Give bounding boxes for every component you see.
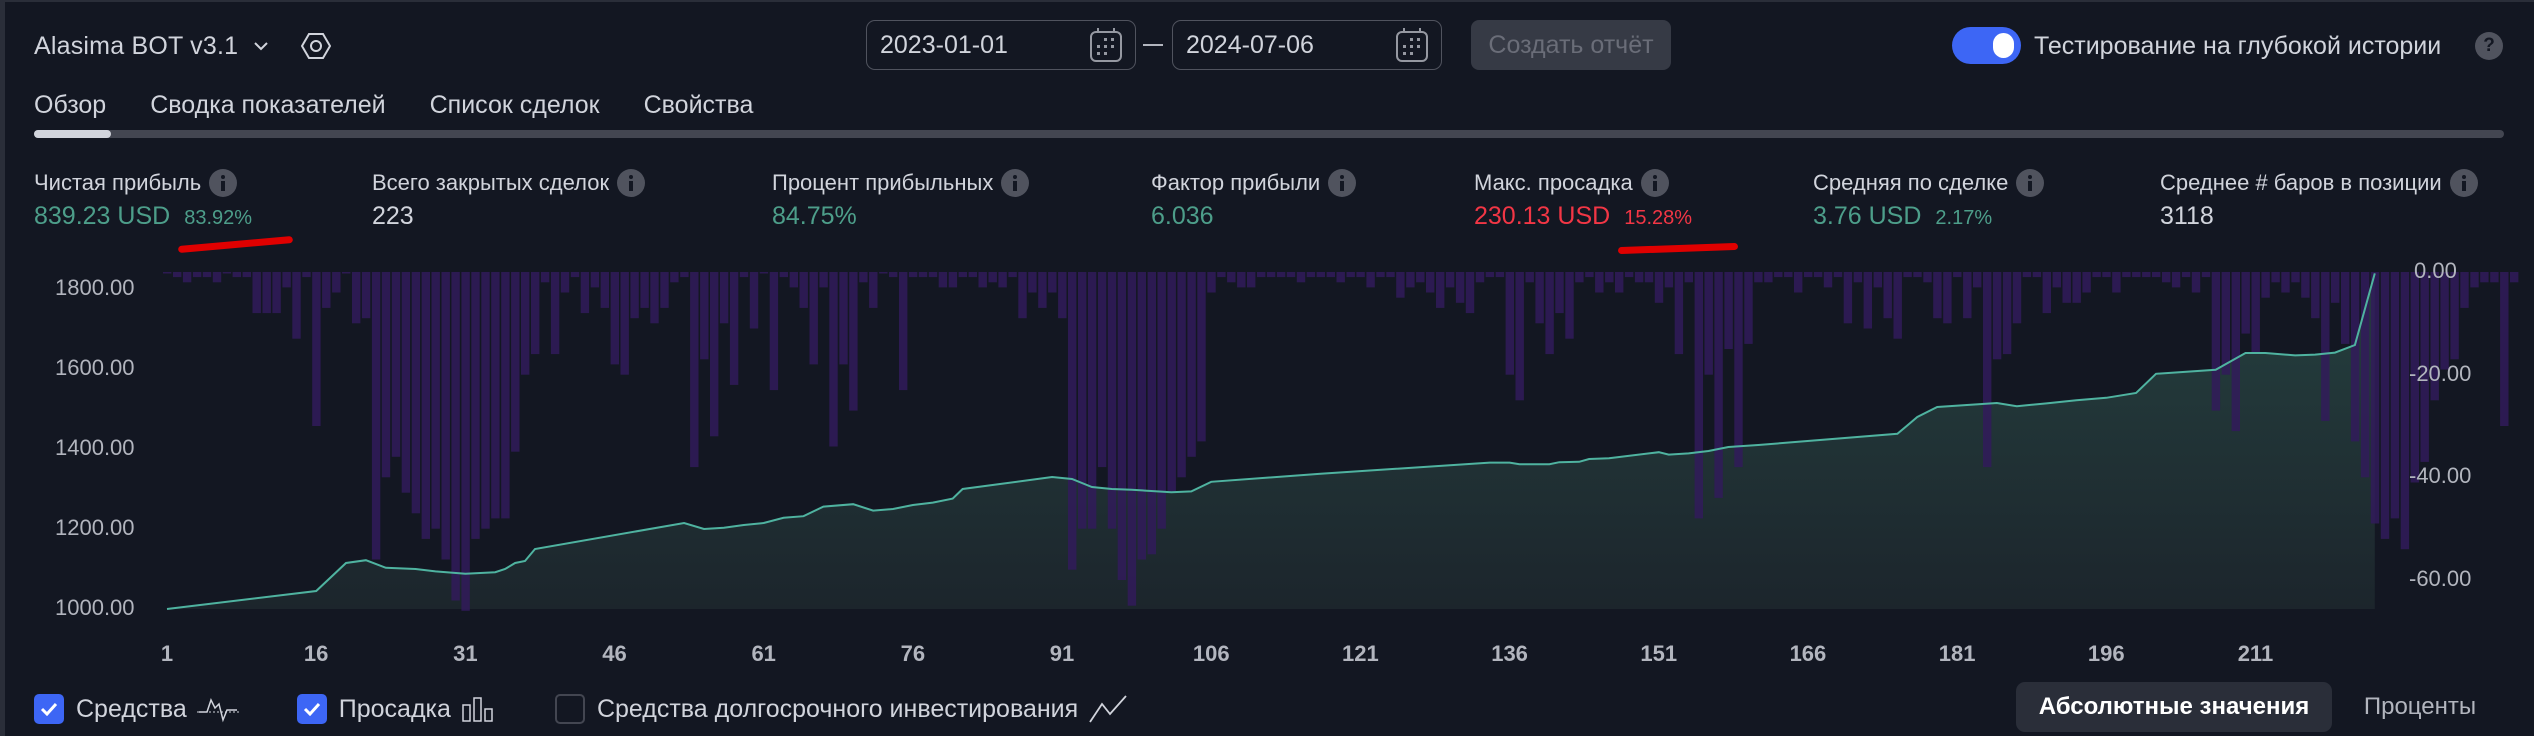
date-to-input[interactable]: 2024-07-06	[1172, 20, 1442, 70]
chevron-down-icon[interactable]	[250, 35, 272, 57]
y-tick-label: 1000.00	[55, 595, 135, 620]
red-annotation-underline	[177, 236, 294, 253]
stat-profit-factor: Фактор прибыли 6.036	[1151, 168, 1357, 234]
strategy-selector[interactable]: Alasima BOT v3.1	[34, 28, 332, 64]
buyhold-line-icon	[1088, 694, 1128, 724]
y2-tick-label: 0.00	[2414, 258, 2457, 283]
strategy-name: Alasima BOT v3.1	[34, 31, 239, 60]
x-tick-label: 76	[900, 641, 926, 666]
info-icon[interactable]	[1640, 169, 1669, 197]
x-tick-label: 181	[1938, 641, 1976, 666]
stat-value: 84.75%	[772, 202, 857, 230]
stat-label: Фактор прибыли	[1151, 170, 1321, 195]
tab-properties[interactable]: Свойства	[643, 91, 754, 119]
settings-hexagon-icon[interactable]	[300, 30, 332, 62]
tab-bar: Обзор Сводка показателей Список сделок С…	[34, 87, 797, 123]
stat-value: 839.23 USD	[34, 202, 171, 230]
x-tick-label: 1	[160, 641, 174, 666]
x-tick-label: 166	[1789, 641, 1827, 666]
equity-legend-label: Средства	[76, 694, 187, 723]
help-icon[interactable]: ?	[2475, 32, 2503, 60]
x-tick-label: 31	[453, 641, 478, 666]
percent-values-button[interactable]: Проценты	[2363, 693, 2477, 720]
stat-label: Среднее # баров в позиции	[2160, 170, 2442, 195]
x-tick-label: 121	[1342, 641, 1379, 666]
x-tick-label: 196	[2087, 641, 2125, 666]
stat-label: Макс. просадка	[1474, 170, 1633, 195]
drawdown-checkbox[interactable]	[296, 694, 327, 724]
y2-tick-label: -40.00	[2409, 463, 2472, 489]
window-top-border	[0, 0, 2534, 2]
stat-percent: 15.28%	[1624, 207, 1693, 229]
tab-scroll-track[interactable]	[34, 130, 2504, 138]
stat-value: 230.13 USD	[1474, 202, 1611, 230]
equity-series-icon	[196, 694, 239, 724]
stat-max-drawdown: Макс. просадка 230.13 USD 15.28%	[1474, 168, 1692, 234]
window-left-border	[0, 0, 5, 736]
stat-avg-trade: Средняя по сделке 3.76 USD 2.17%	[1813, 168, 2045, 234]
stat-value: 3118	[2160, 202, 2214, 230]
stat-label: Всего закрытых сделок	[372, 170, 610, 195]
stat-value: 3.76 USD	[1813, 202, 1922, 230]
stat-total-closed-trades: Всего закрытых сделок 223	[372, 168, 646, 234]
y2-tick-label: -60.00	[2409, 566, 2472, 591]
calendar-icon[interactable]	[1089, 27, 1123, 63]
x-tick-label: 61	[751, 641, 776, 666]
drawdown-bars-icon	[461, 695, 497, 723]
create-report-button[interactable]: Создать отчёт	[1471, 20, 1671, 70]
y-tick-label: 1400.00	[55, 435, 135, 460]
stat-value: 223	[372, 202, 414, 230]
info-icon[interactable]	[2016, 169, 2045, 197]
date-from-value: 2023-01-01	[880, 30, 1008, 59]
date-from-input[interactable]: 2023-01-01	[866, 20, 1136, 70]
y2-tick-label: -20.00	[2409, 360, 2472, 386]
x-tick-label: 91	[1049, 641, 1075, 666]
tab-overview[interactable]: Обзор	[34, 91, 107, 119]
info-icon[interactable]	[1001, 169, 1030, 197]
x-tick-label: 106	[1192, 641, 1230, 666]
buyhold-legend-label: Средства долгосрочного инвестирования	[596, 694, 1079, 723]
equity-checkbox[interactable]	[34, 694, 64, 724]
info-icon[interactable]	[617, 169, 646, 197]
buyhold-checkbox[interactable]	[554, 694, 585, 724]
info-icon[interactable]	[2449, 169, 2478, 197]
stat-percent: 83.92%	[184, 207, 253, 229]
stat-percent-profitable: Процент прибыльных 84.75%	[772, 168, 1030, 234]
date-range-separator	[1143, 44, 1163, 46]
chart-canvas	[163, 272, 2519, 611]
info-icon[interactable]	[1328, 169, 1357, 197]
stat-avg-bars-in-trade: Среднее # баров в позиции 3118	[2160, 168, 2478, 234]
stat-label: Процент прибыльных	[772, 170, 994, 195]
x-tick-label: 136	[1491, 641, 1528, 666]
red-annotation-underline	[1617, 242, 1739, 255]
drawdown-legend-label: Просадка	[338, 694, 451, 723]
deep-backtest-label: Тестирование на глубокой истории	[2034, 32, 2442, 60]
x-tick-label: 211	[2237, 641, 2274, 666]
chart-legend: Средства Просадка Средства долгосрочного…	[34, 692, 1186, 726]
stat-net-profit: Чистая прибыль 839.23 USD 83.92%	[34, 168, 252, 234]
y-tick-label: 1200.00	[55, 515, 135, 540]
stat-label: Средняя по сделке	[1813, 170, 2009, 195]
y-tick-label: 1600.00	[55, 355, 135, 380]
absolute-values-button[interactable]: Абсолютные значения	[2016, 682, 2332, 732]
toggle-knob	[1993, 33, 2014, 58]
calendar-icon[interactable]	[1395, 27, 1429, 63]
deep-backtest-toggle[interactable]	[1952, 27, 2021, 64]
stat-value: 6.036	[1151, 202, 1214, 230]
stat-label: Чистая прибыль	[34, 170, 202, 195]
y-tick-label: 1800.00	[55, 275, 135, 300]
tab-performance-summary[interactable]: Сводка показателей	[150, 91, 386, 119]
info-icon[interactable]	[209, 169, 238, 197]
x-tick-label: 16	[303, 641, 329, 666]
x-tick-label: 46	[602, 641, 627, 666]
equity-drawdown-chart[interactable]: 1000.00 1200.00 1400.00 1600.00 1800.00 0.00…	[0, 255, 2534, 675]
x-tick-label: 151	[1640, 641, 1678, 666]
tab-active-indicator	[34, 130, 111, 138]
stat-percent: 2.17%	[1935, 207, 1993, 229]
date-to-value: 2024-07-06	[1186, 30, 1314, 59]
tab-trade-list[interactable]: Список сделок	[429, 91, 600, 119]
